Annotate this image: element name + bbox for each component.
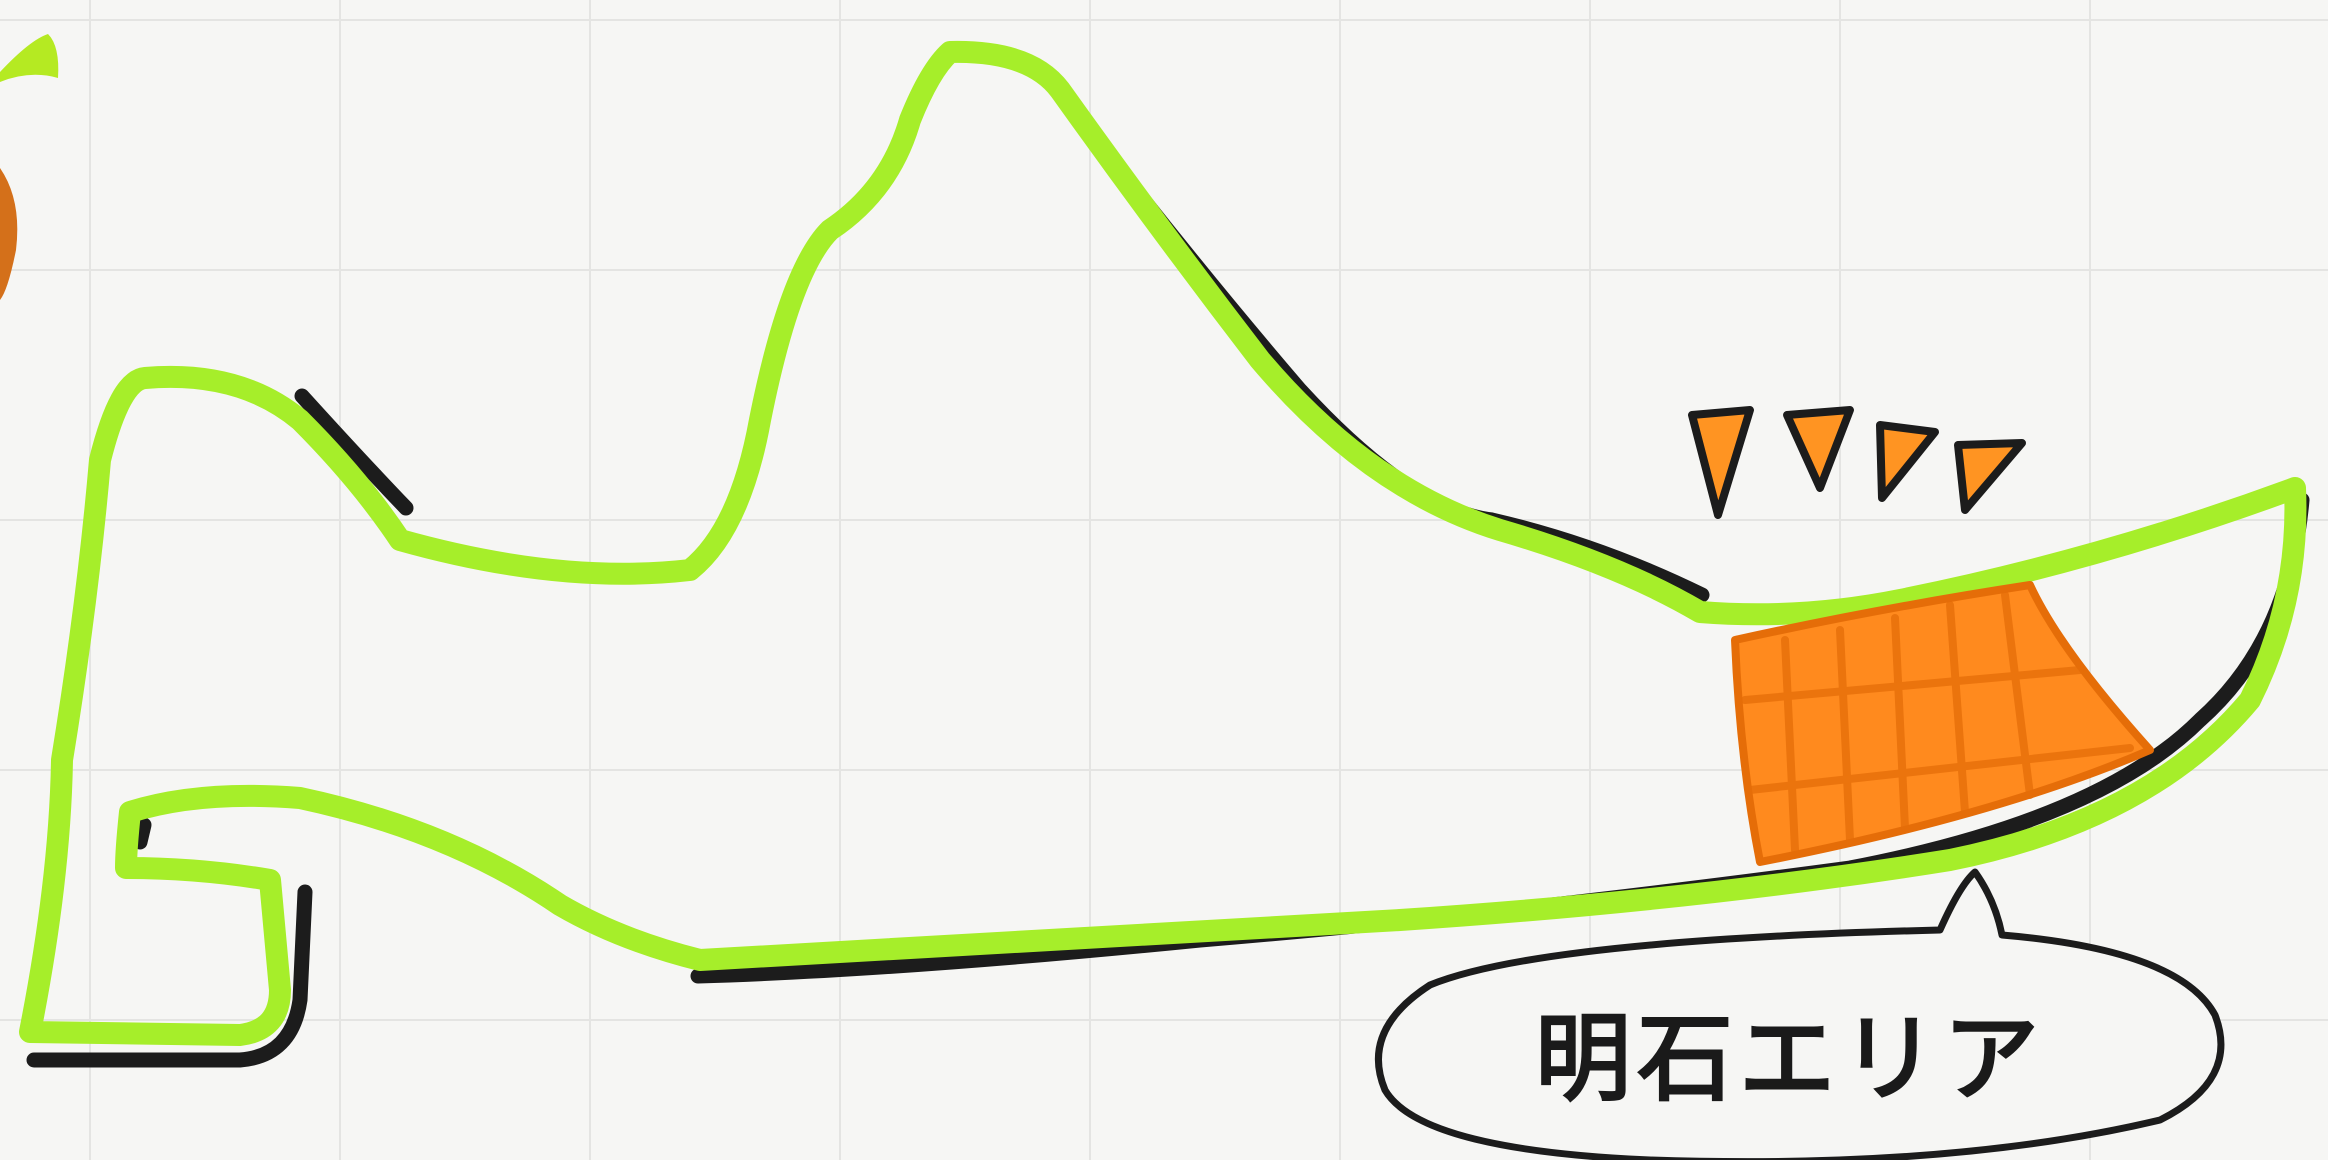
edge-green-scribble (0, 34, 59, 82)
highlighted-area (1731, 581, 2154, 866)
edge-orange-blob (0, 168, 18, 300)
emphasis-marks (1688, 406, 2026, 519)
area-label: 明石エリア (1535, 1003, 2045, 1115)
coastline-outline (19, 40, 2307, 1046)
area-callout: 明石エリア (1374, 868, 2225, 1160)
